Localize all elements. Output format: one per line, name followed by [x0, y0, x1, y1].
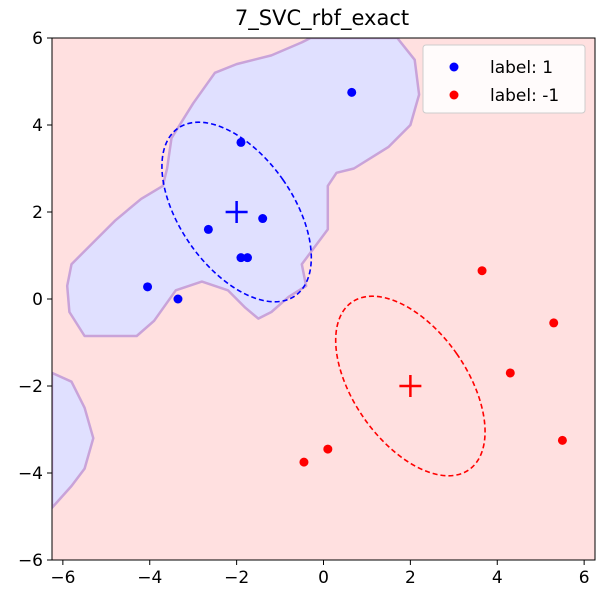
point-series1-2 — [505, 368, 515, 378]
legend-marker-label-1 — [449, 62, 459, 72]
legend-box — [422, 44, 586, 114]
y-tick-label-1: −4 — [18, 464, 43, 484]
confidence-ellipses — [161, 121, 486, 477]
point-series0-3 — [203, 224, 213, 234]
decision-regions — [52, 38, 421, 510]
decision-region-label-1-1 — [52, 371, 95, 510]
point-series0-6 — [143, 282, 153, 292]
point-series0-1 — [347, 87, 357, 97]
data-points — [143, 87, 567, 467]
x-tick-label-4: 2 — [405, 568, 416, 588]
legend-marker-label-minus-1 — [449, 90, 459, 100]
decision-region-label-1-0 — [65, 38, 421, 338]
point-series0-7 — [173, 294, 183, 304]
legend: label: 1 label: -1 — [422, 44, 586, 114]
x-tick-label-2: −2 — [224, 568, 249, 588]
chart-title: 7_SVC_rbf_exact — [235, 6, 409, 31]
x-tick-label-3: 0 — [318, 568, 329, 588]
point-series0-4 — [236, 253, 246, 263]
x-tick-label-1: −4 — [137, 568, 162, 588]
x-tick-label-6: 6 — [579, 568, 590, 588]
y-tick-label-6: 6 — [32, 29, 43, 49]
x-tick-label-5: 4 — [492, 568, 503, 588]
point-series1-1 — [549, 318, 559, 328]
y-tick-label-3: 0 — [32, 290, 43, 310]
point-series0-5 — [242, 253, 252, 263]
y-tick-label-5: 4 — [32, 116, 43, 136]
point-series0-0 — [236, 137, 246, 147]
class-centers — [225, 201, 422, 397]
ellipse-group-1 — [334, 295, 486, 477]
y-tick-label-0: −6 — [18, 551, 43, 571]
y-tick-label-2: −2 — [18, 377, 43, 397]
y-tick-label-4: 2 — [32, 203, 43, 223]
legend-label-1: label: 1 — [490, 58, 553, 78]
confidence-ellipse-0 — [161, 121, 313, 303]
ellipse-group-0 — [161, 121, 313, 303]
axes: −6 −4 −2 0 2 4 6 −6 −4 −2 0 2 4 6 — [18, 29, 590, 588]
point-series1-4 — [323, 444, 333, 454]
confidence-ellipse-1 — [334, 295, 486, 477]
point-series1-0 — [477, 266, 487, 276]
x-tick-label-0: −6 — [50, 568, 75, 588]
point-series0-2 — [258, 214, 268, 224]
legend-label-minus-1: label: -1 — [490, 86, 559, 106]
point-series1-3 — [557, 435, 567, 445]
point-series1-5 — [299, 457, 309, 467]
